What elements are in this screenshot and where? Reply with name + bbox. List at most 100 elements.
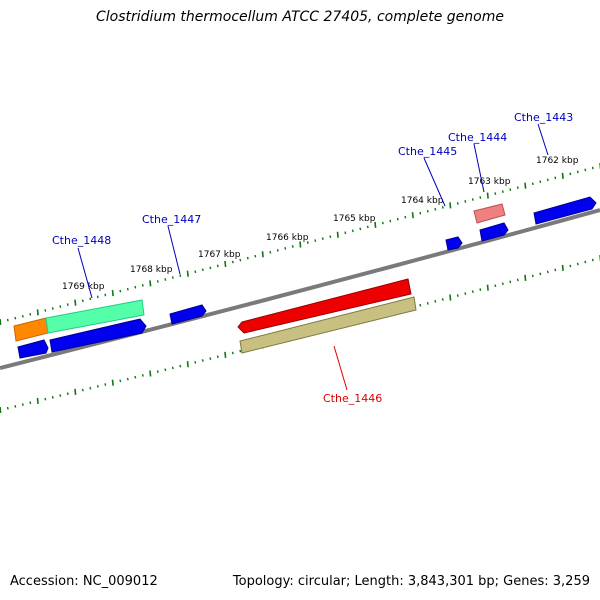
scale-tick [66,392,69,396]
scale-tick [111,289,114,297]
scale-tick [209,357,212,360]
scale-tick [359,227,362,231]
gene-label-cthe-1448[interactable]: Cthe_1448 [52,234,111,247]
scale-tick [276,248,279,252]
scale-tick [291,245,294,248]
scale-tick [471,290,474,294]
scale-tick [81,388,84,392]
gene-feature-cthe-1446-olive[interactable] [239,296,417,354]
scale-tick [171,276,174,279]
scale-tick [126,377,129,381]
scale-tick [456,202,459,205]
scale-tick [516,278,519,282]
scale-tick [104,293,107,297]
scale-tick [171,366,174,370]
scale-tick [464,292,467,295]
scale-tick [14,405,17,408]
scale-tick [449,294,452,301]
scale-tick [51,395,54,399]
scale-tick [29,401,32,405]
scale-tick [374,221,377,229]
scale-tick [89,297,92,301]
scale-tick [449,202,452,209]
scale-tick [119,289,122,293]
gene-label-cthe-1446[interactable]: Cthe_1446 [323,392,382,405]
callout-line-cthe-1444 [473,143,485,193]
scale-tick [576,262,579,266]
gene-feature-cthe-1445[interactable] [445,236,463,251]
scale-tick [186,270,189,277]
callout-line-cthe-1448 [77,247,93,299]
scale-tick [96,385,99,388]
scale-tick [509,280,512,284]
gene-label-cthe-1444[interactable]: Cthe_1444 [448,131,507,144]
scale-tick [44,397,47,401]
scale-tick [156,280,159,283]
scale-tick [89,386,92,390]
gene-label-cthe-1447[interactable]: Cthe_1447 [142,213,201,226]
gene-feature-cthe-1446-red[interactable] [237,278,412,334]
scale-tick [546,270,549,274]
scale-label: 1769 kbp [62,282,105,292]
scale-tick [0,318,2,326]
scale-tick [524,182,527,189]
scale-tick [141,373,144,377]
gene-feature-orange[interactable] [13,317,49,342]
gene-feature-blue-left-small[interactable] [17,339,49,359]
gene-feature-cthe-1447[interactable] [169,304,207,325]
gene-feature-cthe-1448-green[interactable] [45,299,145,334]
callout-line-cthe-1445 [423,157,446,207]
scale-tick [104,383,107,386]
scale-tick [479,288,482,292]
callout-line-cthe-1443 [537,123,549,156]
scale-tick [149,370,152,377]
scale-tick [59,305,62,308]
scale-tick [516,186,519,190]
scale-tick [81,299,84,303]
scale-tick [36,309,39,316]
scale-tick [164,278,167,281]
scale-tick [524,274,527,281]
scale-tick [74,299,77,306]
scale-tick [479,196,482,199]
gene-label-cthe-1445[interactable]: Cthe_1445 [398,145,457,158]
scale-tick [531,274,534,278]
scale-label: 1765 kbp [333,214,376,224]
scale-tick [426,301,429,305]
scale-tick [119,379,122,383]
scale-tick [126,287,129,291]
scale-tick [29,312,32,316]
scale-tick [434,207,437,211]
scale-tick [239,258,242,262]
gene-feature-cthe-1444-pink[interactable] [473,203,506,224]
scale-label: 1766 kbp [266,233,309,243]
gene-feature-cthe-1443[interactable] [533,196,597,225]
scale-tick [464,200,467,203]
scale-tick [591,258,594,262]
gene-feature-blue-left-long[interactable] [49,318,147,353]
scale-tick [591,166,594,170]
scale-tick [546,178,549,182]
gene-feature-blue-1444[interactable] [479,222,509,242]
gene-label-cthe-1443[interactable]: Cthe_1443 [514,111,573,124]
scale-tick [561,172,564,179]
scale-tick [216,355,219,359]
callout-line-cthe-1447 [167,225,181,275]
scale-tick [201,359,204,362]
scale-tick [96,295,99,299]
scale-tick [471,198,474,201]
scale-tick [351,229,354,233]
scale-tick [254,254,257,258]
scale-tick [6,406,9,410]
scale-tick [494,284,497,288]
scale-tick [231,260,234,264]
scale-tick [509,188,512,192]
scale-tick [539,272,542,276]
scale-tick [224,260,227,268]
scale-label: 1768 kbp [130,265,173,275]
scale-tick [456,294,459,297]
scale-tick [576,170,579,174]
gene-callout-lines [77,123,549,391]
scale-tick [434,300,437,303]
genome-summary-text: Topology: circular; Length: 3,843,301 bp… [232,574,590,589]
